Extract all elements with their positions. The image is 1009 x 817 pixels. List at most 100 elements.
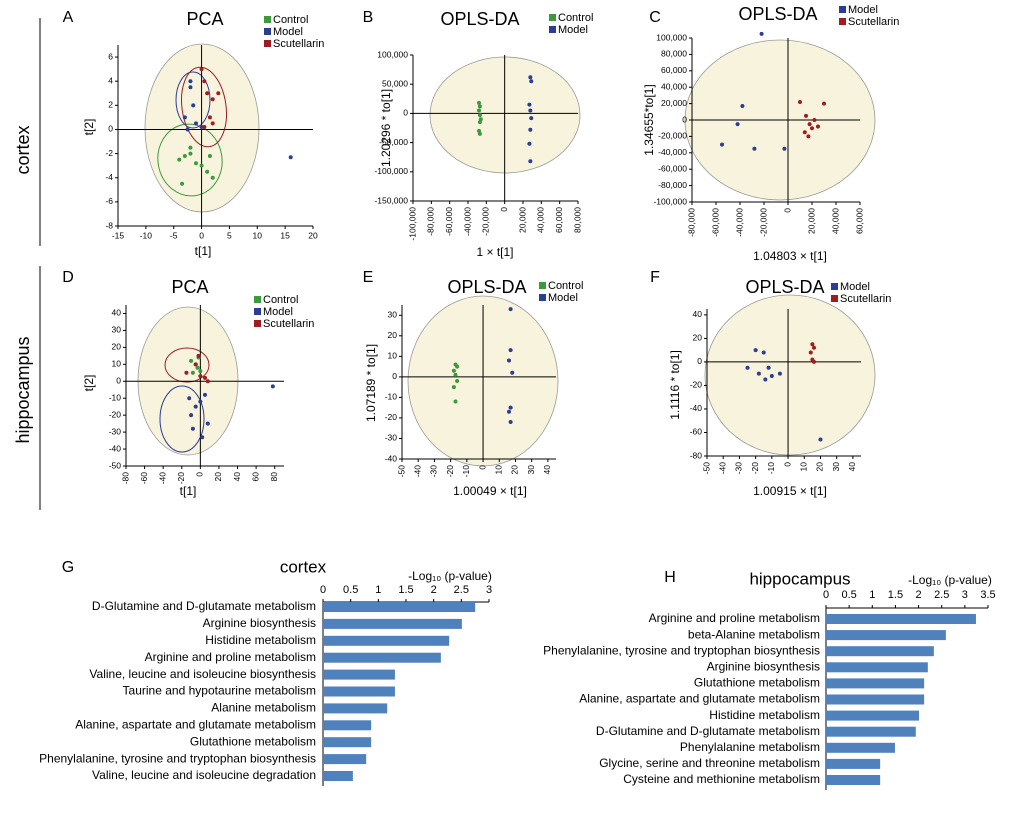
point (203, 392, 207, 397)
y-tick-label: -20,000 (658, 131, 687, 141)
point (812, 118, 817, 122)
y-tick-label: 4 (108, 75, 113, 85)
category-label: Arginine and proline metabolism (145, 650, 316, 664)
legend-label: Model (848, 4, 878, 16)
legend-swatch (831, 283, 838, 290)
chart-title: PCA (171, 277, 208, 297)
bar (323, 720, 372, 731)
point (188, 85, 193, 90)
x-tick-label: -40 (717, 462, 727, 475)
point (508, 348, 513, 353)
y-tick-label: -6 (105, 196, 113, 206)
group-ellipse (181, 66, 227, 148)
y-tick-label: -30 (385, 433, 398, 443)
panel-letter: B (363, 9, 374, 26)
legend-label: Model (273, 26, 303, 38)
x-tick-label: -10 (766, 462, 776, 475)
y-tick-label: 0 (108, 124, 113, 134)
x-tick-label: 0 (823, 589, 829, 601)
y-tick-label: -30 (109, 426, 122, 436)
legend-label: Control (548, 280, 583, 292)
y-tick-label: 60,000 (661, 65, 687, 75)
legend-swatch (264, 28, 271, 35)
bar (323, 669, 395, 680)
point (199, 125, 204, 130)
point (745, 365, 750, 370)
point (188, 79, 193, 84)
point (203, 375, 207, 380)
chart-title: hippocampus (749, 569, 850, 588)
x-tick-label: -40 (157, 472, 167, 485)
x-tick-label: 80 (269, 472, 279, 482)
x-tick-label: 3 (486, 584, 492, 596)
point (735, 122, 740, 127)
x-tick-label: -100,000 (407, 207, 417, 241)
x-tick-label: -20,000 (758, 208, 768, 237)
point (477, 113, 482, 118)
point (199, 67, 204, 72)
x-tick-label: -15 (112, 230, 125, 240)
y-tick-label: -50 (109, 460, 122, 470)
bar (826, 646, 934, 657)
x-tick-label: 60,000 (854, 208, 864, 234)
category-label: Valine, leucine and isoleucine biosynthe… (89, 667, 316, 681)
category-label: D-Glutamine and D-glutamate metabolism (92, 599, 316, 613)
x-tick-label: 0 (782, 462, 792, 467)
point (508, 405, 513, 410)
category-label: Taurine and hypotaurine metabolism (123, 684, 316, 698)
panel-letter: H (664, 569, 676, 586)
bar (826, 678, 925, 689)
y-tick-label: 0 (403, 108, 408, 118)
legend-swatch (264, 16, 271, 23)
x-tick-label: -40,000 (734, 208, 744, 237)
x-tick-label: 60,000 (554, 207, 564, 233)
point (187, 396, 192, 401)
x-tick-label: 10 (494, 465, 504, 475)
point (510, 370, 515, 375)
category-label: Phenylalanine, tyrosine and tryptophan b… (543, 643, 820, 657)
point (202, 125, 207, 130)
point (210, 175, 215, 180)
x-axis-label: 1.04803 × t[1] (753, 249, 827, 263)
x-tick-label: -80,000 (426, 207, 436, 236)
y-tick-label: -80,000 (658, 180, 687, 190)
category-label: Arginine biosynthesis (707, 659, 820, 673)
legend-swatch (539, 294, 546, 301)
y-tick-label: -150,000 (374, 195, 408, 205)
legend-label: Scutellarin (848, 16, 899, 28)
bar (323, 602, 476, 612)
x-tick-label: 30 (831, 462, 841, 472)
bar (826, 775, 881, 785)
x-tick-label: 20 (308, 230, 318, 240)
category-label: Histidine metabolism (709, 708, 820, 722)
legend-swatch (831, 295, 838, 302)
legend-swatch (549, 26, 556, 33)
x-tick-label: -60,000 (710, 208, 720, 237)
bar (826, 662, 928, 673)
x-tick-label: -30 (429, 465, 439, 478)
point (182, 154, 187, 159)
legend-label: Control (558, 12, 593, 24)
x-tick-label: 0 (320, 584, 326, 596)
point (477, 131, 482, 136)
point (477, 108, 481, 113)
legend-swatch (839, 6, 846, 13)
point (782, 146, 787, 151)
x-tick-label: 3.5 (980, 589, 995, 601)
point (811, 359, 816, 364)
point (528, 108, 533, 113)
y-tick-label: -20 (690, 380, 703, 390)
y-tick-label: 40 (112, 308, 122, 318)
y-tick-label: -40,000 (658, 147, 687, 157)
row-label: cortex (13, 125, 33, 174)
category-label: beta-Alanine metabolism (688, 627, 820, 641)
category-label: Arginine biosynthesis (203, 616, 316, 630)
x-axis-label: -Log₁₀ (p-value) (908, 573, 992, 587)
category-label: D-Glutamine and D-glutamate metabolism (596, 724, 820, 738)
y-tick-label: 40,000 (661, 81, 687, 91)
x-tick-label: -20 (445, 465, 455, 478)
x-tick-label: 5 (227, 230, 232, 240)
bar (826, 630, 946, 641)
panel-letter: C (649, 9, 661, 26)
point (194, 121, 198, 126)
